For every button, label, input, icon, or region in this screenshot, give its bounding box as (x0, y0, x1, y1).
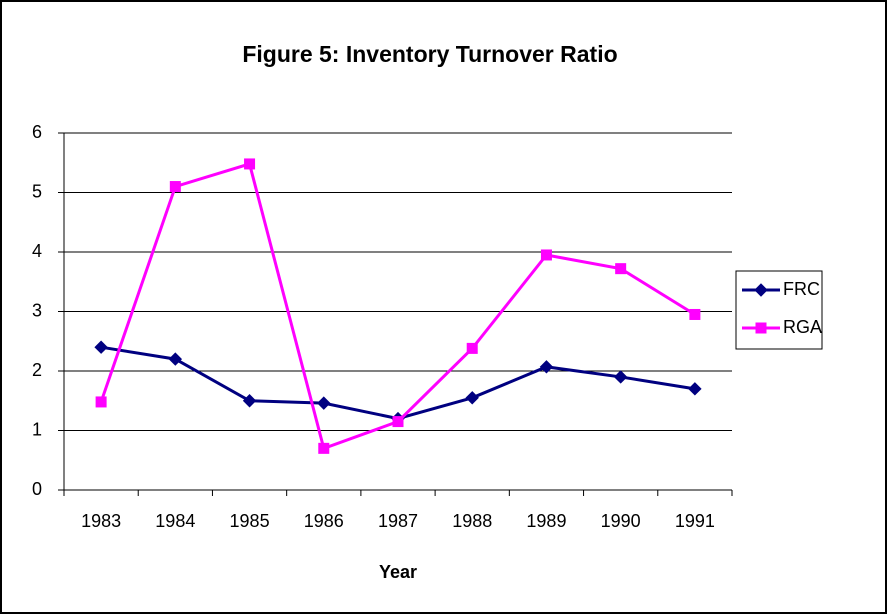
x-tick-label: 1984 (155, 511, 195, 531)
data-point (169, 181, 181, 193)
data-point (392, 416, 404, 428)
legend-box (735, 270, 823, 350)
chart-title: Figure 5: Inventory Turnover Ratio (242, 41, 617, 67)
legend-label: RGA (783, 317, 822, 337)
data-point (613, 370, 628, 384)
x-tick-label: 1983 (81, 511, 121, 531)
data-point (465, 391, 479, 405)
legend-marker (754, 283, 768, 297)
x-tick-label: 1988 (452, 511, 492, 531)
data-point (540, 249, 552, 261)
x-tick-label: 1986 (304, 511, 344, 531)
data-point (615, 263, 627, 275)
y-tick-label: 4 (32, 241, 42, 261)
y-tick-label: 1 (32, 419, 42, 439)
y-tick-label: 6 (32, 122, 42, 142)
data-point (539, 360, 554, 374)
data-point (317, 396, 331, 410)
x-tick-label: 1989 (526, 511, 566, 531)
data-point (689, 308, 701, 320)
y-tick-label: 3 (32, 300, 42, 320)
y-tick-label: 5 (32, 181, 42, 201)
x-tick-label: 1990 (601, 511, 641, 531)
data-point (168, 352, 183, 366)
data-point (94, 340, 108, 354)
data-point (466, 342, 478, 354)
data-point (688, 382, 702, 396)
x-tick-label: 1985 (230, 511, 270, 531)
x-axis-label: Year (379, 562, 417, 582)
y-tick-label: 0 (32, 479, 42, 499)
x-tick-label: 1987 (378, 511, 418, 531)
data-point (242, 394, 257, 408)
x-tick-label: 1991 (675, 511, 715, 531)
data-point (244, 158, 256, 170)
y-tick-label: 2 (32, 360, 42, 380)
data-point (95, 396, 107, 408)
legend-label: FRC (783, 279, 820, 299)
legend-marker (755, 322, 767, 334)
data-point (318, 442, 330, 454)
